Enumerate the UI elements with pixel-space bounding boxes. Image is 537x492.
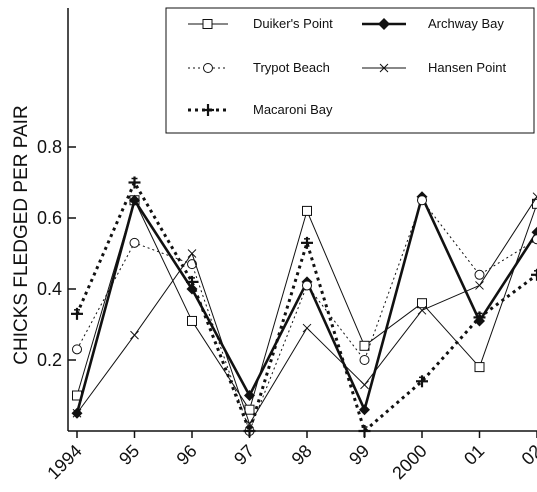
series-archway-bay [71, 191, 537, 419]
square-marker-icon [202, 19, 213, 29]
legend-label-duikers-point: Duiker's Point [253, 16, 333, 31]
legend-entry-archway-bay: Archway Bay [362, 16, 504, 31]
data-point-duiker-s-point [474, 362, 485, 373]
series-line-archway-bay [75, 195, 537, 414]
legend-label-trypot-beach: Trypot Beach [253, 60, 330, 75]
data-point-duiker-s-point [417, 298, 427, 309]
data-point-trypot-beach [474, 269, 485, 280]
series-layer [71, 176, 537, 437]
data-point-hansen-point [130, 330, 139, 340]
series-line-hansen-point [76, 196, 537, 425]
series-macaroni-bay [71, 176, 537, 437]
data-point-duiker-s-point [244, 404, 255, 415]
data-point-duiker-s-point [187, 315, 197, 326]
x-tick-label: 02 [518, 441, 537, 469]
data-point-macaroni-bay [186, 275, 198, 288]
data-point-archway-bay [359, 404, 370, 416]
y-tick-label: 0.4 [37, 279, 62, 299]
data-point-hansen-point [360, 380, 369, 390]
data-point-hansen-point [417, 305, 427, 315]
y-tick-label: 0.6 [37, 208, 62, 228]
data-point-macaroni-bay [531, 268, 537, 281]
data-point-duiker-s-point [302, 205, 312, 216]
y-tick-label: 0.8 [37, 137, 62, 157]
data-point-macaroni-bay [71, 307, 83, 320]
x-tick-label: 98 [288, 441, 316, 469]
x-tick-label: 95 [115, 441, 143, 469]
data-point-hansen-point [475, 281, 484, 290]
diamond-marker-icon [378, 18, 390, 30]
data-point-hansen-point [532, 192, 537, 202]
legend-label-hansen-point: Hansen Point [428, 60, 506, 75]
series-line-trypot-beach [76, 199, 537, 432]
data-point-trypot-beach [302, 280, 312, 291]
x-tick-label: 01 [460, 441, 488, 469]
series-line-duiker-s-point [76, 199, 537, 411]
legend-label-macaroni-bay: Macaroni Bay [253, 102, 333, 117]
data-point-macaroni-bay [473, 311, 486, 324]
series-trypot-beach [72, 195, 537, 436]
data-point-trypot-beach [187, 259, 197, 270]
data-point-macaroni-bay [416, 375, 428, 388]
x-tick-label: 96 [173, 441, 201, 469]
legend: Duiker's Point Archway Bay Trypot Beach … [165, 7, 535, 134]
legend-label-archway-bay: Archway Bay [428, 16, 504, 31]
legend-entry-trypot-beach: Trypot Beach [188, 60, 330, 75]
legend-entry-duikers-point: Duiker's Point [188, 16, 333, 31]
series-hansen-point [72, 192, 537, 429]
data-point-hansen-point [72, 408, 82, 418]
y-ticks: 0.2 0.4 0.6 0.8 [37, 137, 76, 370]
circle-marker-icon [203, 63, 213, 73]
data-point-archway-bay [244, 390, 255, 401]
data-point-duiker-s-point [359, 340, 370, 351]
data-point-macaroni-bay [128, 176, 141, 189]
x-ticks: 1994 95 96 97 98 99 2000 01 02 [43, 431, 537, 483]
data-point-hansen-point [302, 323, 312, 333]
y-axis-title: CHICKS FLEDGED PER PAIR [11, 105, 32, 364]
x-tick-label: 99 [345, 441, 373, 469]
legend-entry-macaroni-bay: Macaroni Bay [188, 102, 333, 117]
data-point-trypot-beach [129, 237, 140, 248]
legend-box [165, 7, 535, 134]
data-point-macaroni-bay [301, 236, 313, 249]
x-marker-icon [379, 63, 389, 73]
y-tick-label: 0.2 [37, 350, 62, 370]
data-point-trypot-beach [532, 234, 537, 245]
x-tick-label: 2000 [388, 441, 430, 483]
series-duiker-s-point [72, 195, 537, 415]
x-tick-label: 1994 [43, 441, 85, 483]
data-point-trypot-beach [72, 344, 82, 355]
data-point-hansen-point [187, 249, 197, 258]
data-point-macaroni-bay [358, 425, 371, 437]
data-point-archway-bay [129, 194, 140, 206]
data-point-trypot-beach [359, 355, 370, 365]
x-tick-label: 97 [230, 441, 258, 469]
cross-marker-icon [202, 104, 214, 116]
data-point-macaroni-bay [243, 425, 256, 437]
data-point-trypot-beach [417, 195, 427, 206]
legend-entry-hansen-point: Hansen Point [362, 60, 506, 75]
